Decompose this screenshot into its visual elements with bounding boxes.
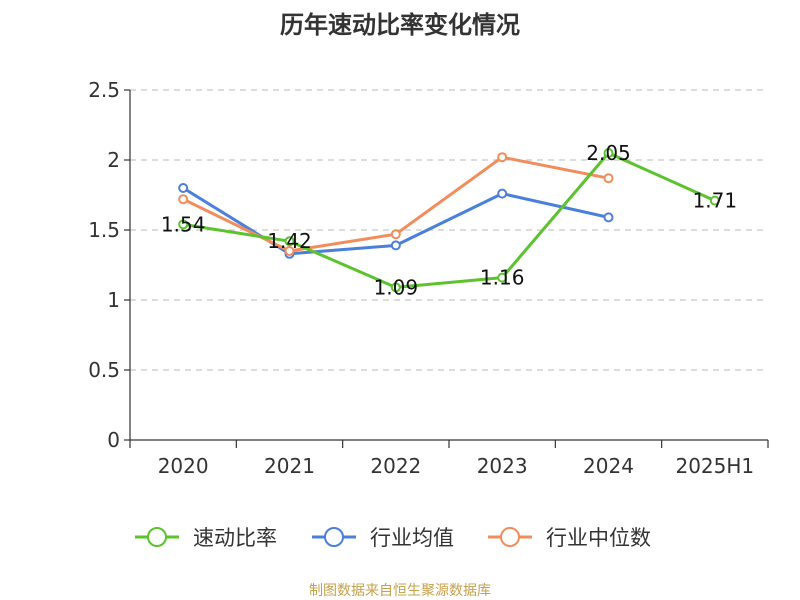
- legend-item-2[interactable]: 行业中位数: [488, 526, 651, 550]
- data-point: [178, 183, 189, 193]
- data-point: [390, 282, 401, 293]
- legend-label: 行业中位数: [546, 526, 651, 550]
- x-tick-label: 2024: [583, 454, 634, 478]
- legend-marker: [500, 527, 520, 547]
- data-label: 1.71: [693, 189, 738, 213]
- data-point: [497, 152, 508, 163]
- data-labels: 1.54 1.42 1.09 1.16 2.05 1.71: [161, 141, 737, 299]
- data-label: 2.05: [586, 141, 631, 165]
- y-tick-label: 2.5: [88, 78, 120, 102]
- data-point: [178, 194, 189, 205]
- series-line-0: [182, 151, 716, 289]
- legend-marker: [324, 527, 344, 547]
- data-point: [284, 236, 295, 247]
- grid-lines: [130, 89, 768, 371]
- series-layer: [178, 148, 720, 293]
- x-tick-label: 2022: [370, 454, 421, 478]
- x-tick-label: 2020: [158, 454, 209, 478]
- data-point: [603, 148, 614, 158]
- y-tick-label: 1.5: [88, 218, 120, 242]
- legend-marker: [147, 527, 167, 547]
- legend-item-0[interactable]: 速动比率: [135, 526, 277, 550]
- data-point: [284, 246, 295, 256]
- legend-label: 行业均值: [370, 526, 454, 550]
- source-note: 制图数据来自恒生聚源数据库: [309, 583, 491, 599]
- y-tick-label: 0: [107, 428, 120, 452]
- x-tick-label: 2023: [477, 454, 528, 478]
- data-point: [390, 229, 401, 240]
- data-point: [709, 195, 720, 206]
- data-point: [497, 188, 508, 199]
- data-point: [603, 212, 614, 223]
- data-point: [497, 272, 508, 283]
- axes: 0 0.5 1 1.5 2 2.5 2020 2021 2022 2023 2024 2025H1: [88, 78, 769, 478]
- data-point: [390, 240, 401, 251]
- data-label: 1.42: [267, 229, 312, 253]
- legend-item-1[interactable]: 行业均值: [312, 526, 454, 550]
- x-tick-label: 2025H1: [675, 454, 754, 478]
- legend[interactable]: 速动比率 行业均值 行业中位数: [135, 526, 651, 550]
- data-point: [178, 219, 189, 230]
- data-label: 1.54: [161, 212, 206, 236]
- y-tick-label: 0.5: [88, 358, 120, 382]
- y-tick-label: 1: [107, 288, 120, 312]
- legend-label: 速动比率: [193, 526, 277, 550]
- chart-title: 历年速动比率变化情况: [280, 11, 520, 39]
- x-tick-label: 2021: [264, 454, 315, 478]
- data-label: 1.09: [374, 275, 419, 299]
- y-tick-label: 2: [107, 148, 120, 172]
- data-label: 1.16: [480, 266, 525, 290]
- data-point: [603, 173, 614, 184]
